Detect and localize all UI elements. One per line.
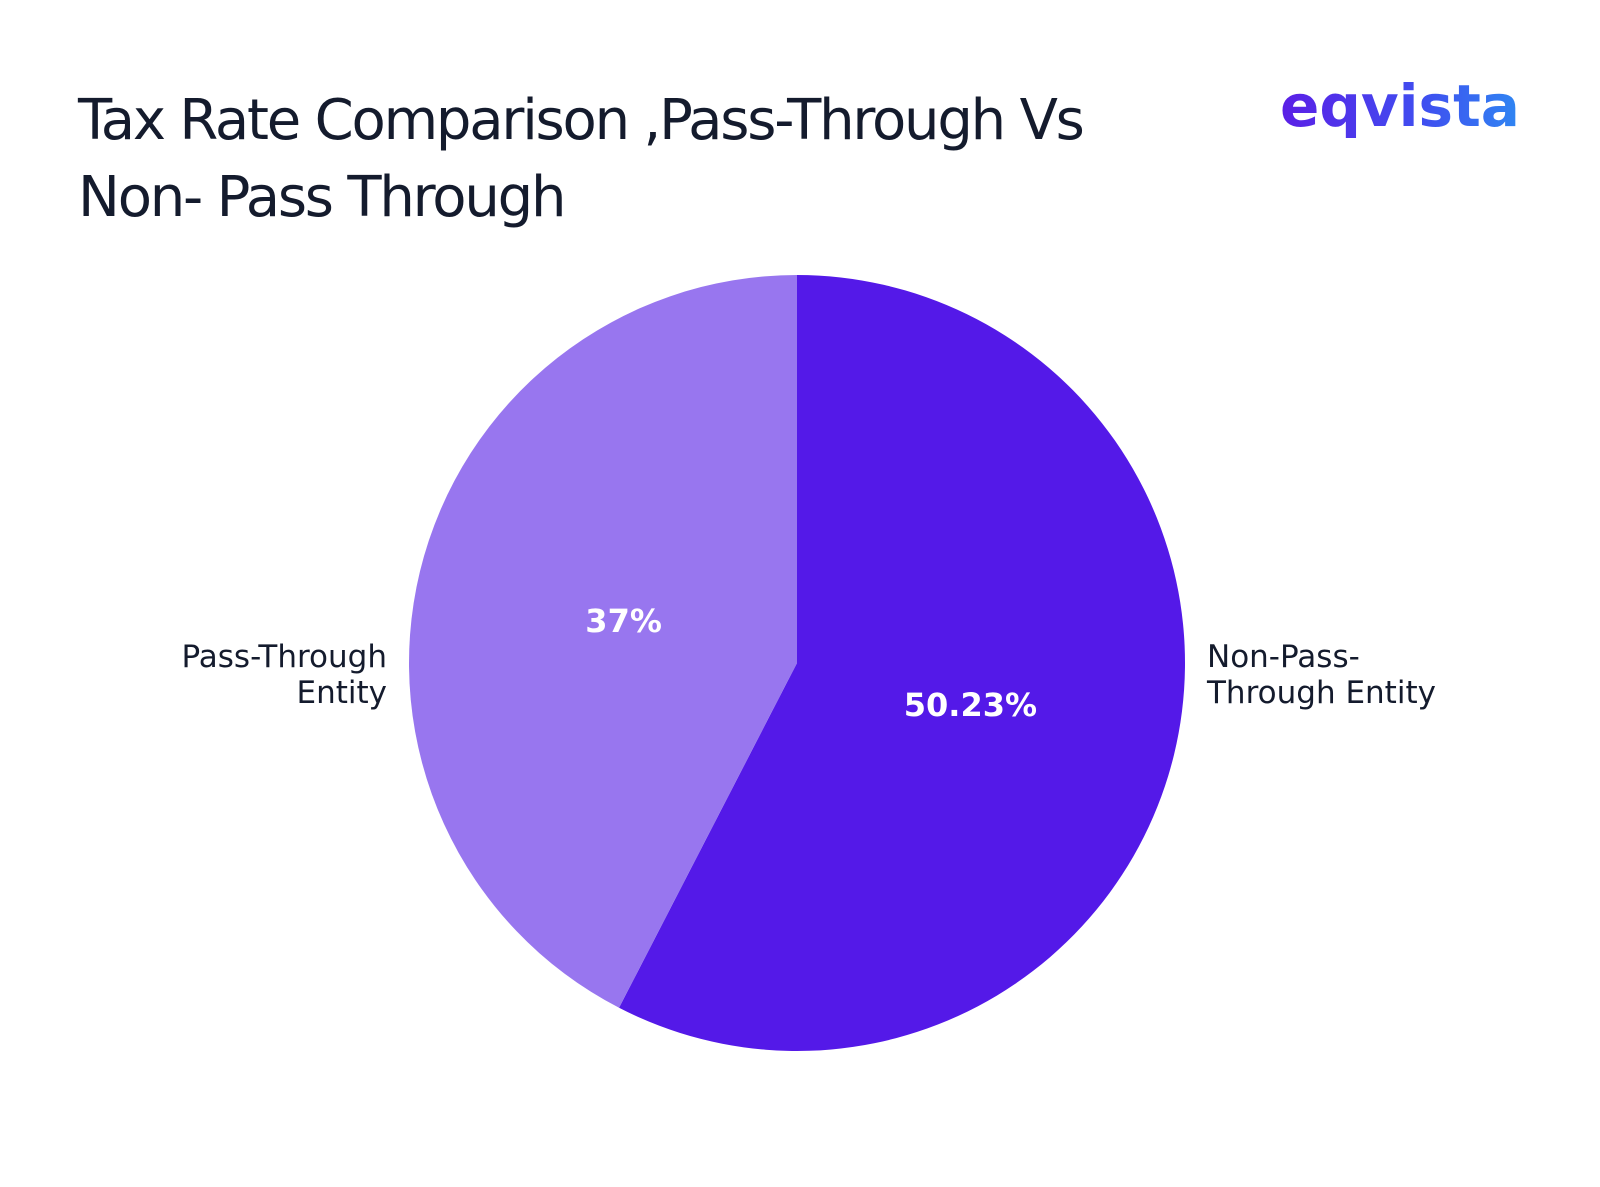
chart-title-line-2: Non- Pass Through: [78, 165, 566, 230]
category-label-non-pass-through-entity: Non-Pass-Through Entity: [1206, 639, 1436, 711]
pie-slice-pass-through-entity: [409, 275, 797, 1008]
pie-slices: [409, 275, 1186, 1051]
category-label-line: Non-Pass-: [1207, 639, 1360, 675]
chart-title: Tax Rate Comparison ,Pass-Through Vs Non…: [78, 82, 1198, 236]
pie-labels: 50.23% Non-Pass-Through Entity 37% Pass-Thr…: [181, 602, 1435, 724]
category-label-line: Through Entity: [1206, 675, 1436, 711]
category-label-line: Pass-Through: [181, 639, 387, 675]
eqvista-logo: eqvista: [1280, 66, 1520, 146]
chart-title-line-1: Tax Rate Comparison ,Pass-Through Vs: [78, 88, 1085, 153]
pie-slice-non-pass-through-entity: [619, 275, 1186, 1051]
value-label-non-pass-through-entity: 50.23%: [904, 686, 1037, 724]
value-label-pass-through-entity: 37%: [585, 602, 662, 640]
category-label-pass-through-entity: Pass-Through Entity: [181, 639, 387, 711]
category-label-line: Entity: [296, 675, 387, 711]
